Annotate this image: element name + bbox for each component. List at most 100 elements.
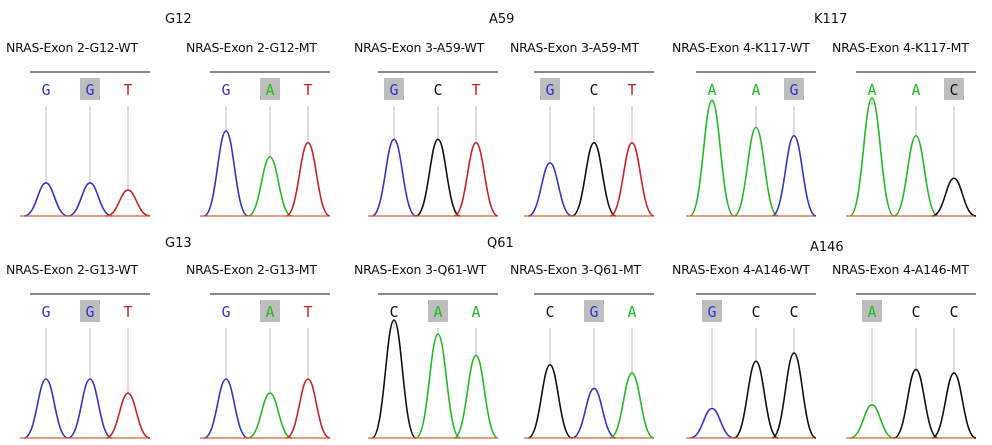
trace-peak <box>689 407 735 439</box>
trace-peak <box>527 364 573 439</box>
base-call-label: G <box>41 303 50 321</box>
highlight-box <box>260 78 280 100</box>
base-call-label: A <box>911 81 920 99</box>
base-call-label: C <box>789 303 798 321</box>
trace-peak <box>771 352 817 439</box>
highlight-box <box>80 78 100 100</box>
trace-peak <box>609 142 655 217</box>
base-call-label: A <box>433 303 442 321</box>
base-call-label: G <box>41 81 50 99</box>
trace-peak <box>67 182 113 217</box>
trace-peak <box>285 142 331 217</box>
panel-title: NRAS-Exon 4-K117-WT <box>672 40 810 55</box>
panel-title: NRAS-Exon 4-A146-MT <box>832 262 969 277</box>
highlight-box <box>944 78 964 100</box>
base-call-label: G <box>221 81 230 99</box>
base-call-label: C <box>433 81 442 99</box>
base-call-label: C <box>949 81 958 99</box>
base-call-label: C <box>389 303 398 321</box>
trace-peak <box>849 97 895 217</box>
base-call-label: T <box>303 81 312 99</box>
trace-peak <box>23 182 69 217</box>
trace-peak <box>453 142 499 217</box>
base-call-label: C <box>911 303 920 321</box>
base-call-label: A <box>867 81 876 99</box>
base-call-label: C <box>751 303 760 321</box>
trace-peak <box>733 126 779 217</box>
group-label-q61: Q61 <box>487 236 514 251</box>
base-call-label: G <box>545 81 554 99</box>
base-call-label: G <box>221 303 230 321</box>
trace-peak <box>285 378 331 439</box>
highlight-box <box>260 300 280 322</box>
trace-peak <box>849 404 895 439</box>
trace-peak <box>247 156 293 217</box>
panel-title: NRAS-Exon 3-A59-MT <box>510 40 639 55</box>
trace-peak <box>415 138 461 217</box>
base-call-label: A <box>751 81 760 99</box>
base-call-label: A <box>471 303 480 321</box>
base-call-label: T <box>471 81 480 99</box>
trace-peak <box>571 142 617 217</box>
trace-peak <box>247 392 293 439</box>
panel-title: NRAS-Exon 2-G12-WT <box>6 40 138 55</box>
group-label-g12: G12 <box>165 12 192 27</box>
trace-peak <box>893 368 939 439</box>
highlight-box <box>428 300 448 322</box>
highlight-box <box>862 300 882 322</box>
trace-peak <box>609 372 655 439</box>
panel-title: NRAS-Exon 3-A59-WT <box>354 40 485 55</box>
base-call-label: G <box>389 81 398 99</box>
highlight-box <box>584 300 604 322</box>
trace-peak <box>771 134 817 217</box>
base-call-label: A <box>627 303 636 321</box>
trace-peak <box>527 162 573 217</box>
base-call-label: G <box>707 303 716 321</box>
base-call-label: A <box>265 81 274 99</box>
base-call-label: T <box>123 81 132 99</box>
trace-peak <box>415 333 461 439</box>
base-call-label: C <box>545 303 554 321</box>
base-call-label: T <box>627 81 636 99</box>
highlight-box <box>540 78 560 100</box>
trace-peak <box>203 130 249 217</box>
highlight-box <box>80 300 100 322</box>
highlight-box <box>384 78 404 100</box>
trace-peak <box>733 360 779 439</box>
panel-title: NRAS-Exon 3-Q61-WT <box>354 262 487 277</box>
highlight-box <box>702 300 722 322</box>
base-call-label: G <box>85 81 94 99</box>
base-call-label: G <box>789 81 798 99</box>
trace-peak <box>371 138 417 217</box>
base-call-label: G <box>589 303 598 321</box>
trace-peak <box>453 354 499 439</box>
base-call-label: T <box>123 303 132 321</box>
trace-peak <box>203 378 249 439</box>
group-label-a146: A146 <box>810 240 844 255</box>
panel-title: NRAS-Exon 4-K117-MT <box>832 40 969 55</box>
trace-peak <box>371 319 417 439</box>
trace-peak <box>931 177 977 217</box>
panel-title: NRAS-Exon 2-G13-MT <box>186 262 317 277</box>
panel-title: NRAS-Exon 4-A146-WT <box>672 262 810 277</box>
highlight-box <box>784 78 804 100</box>
trace-peak <box>931 372 977 439</box>
base-call-label: C <box>589 81 598 99</box>
base-call-label: A <box>265 303 274 321</box>
trace-peak <box>67 378 113 439</box>
panel-title: NRAS-Exon 2-G12-MT <box>186 40 317 55</box>
panel-title: NRAS-Exon 2-G13-WT <box>6 262 138 277</box>
group-label-g13: G13 <box>165 236 192 251</box>
base-call-label: T <box>303 303 312 321</box>
